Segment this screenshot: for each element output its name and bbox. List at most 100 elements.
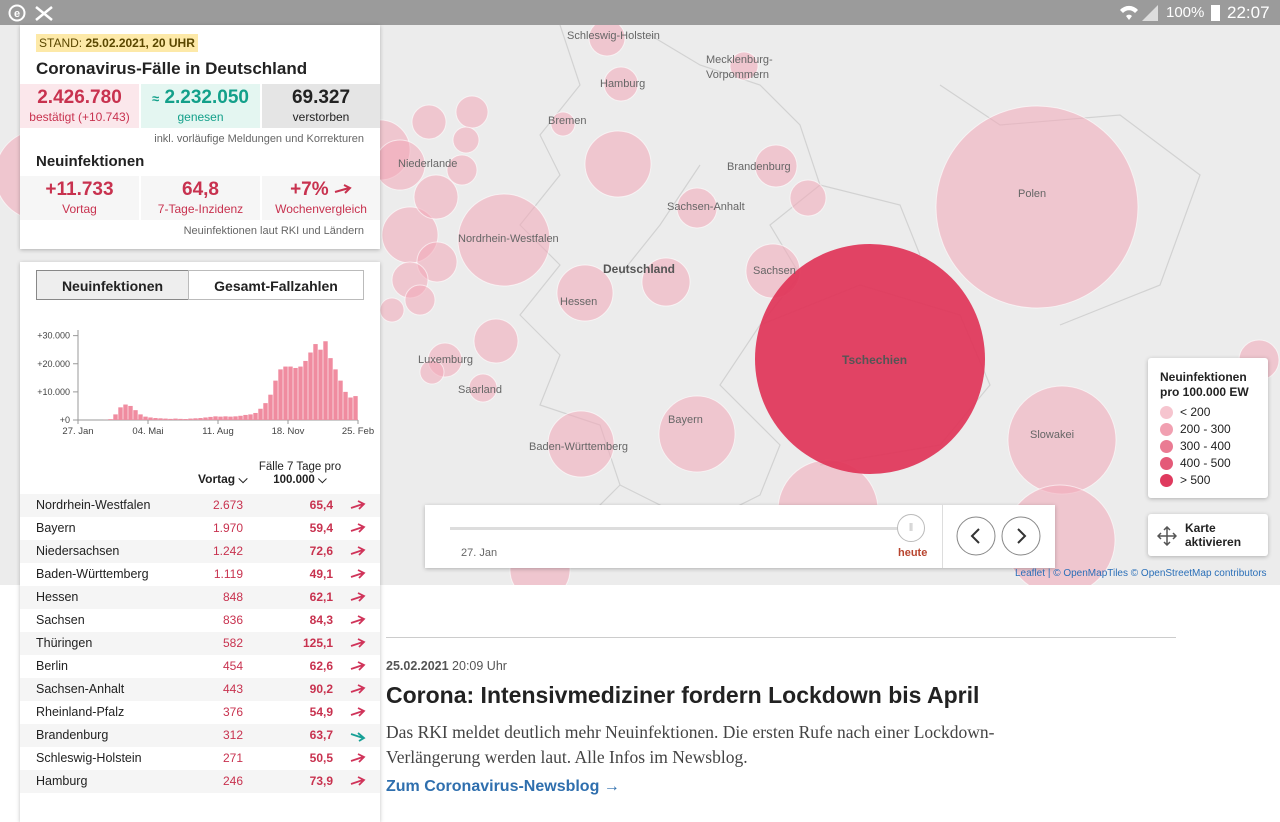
bar — [208, 417, 212, 420]
stat-prefix: ≈ — [152, 91, 159, 106]
state-vortag: 848 — [223, 586, 243, 609]
state-incidence: 62,6 — [310, 655, 333, 678]
new-title: Neuinfektionen — [36, 153, 144, 170]
prev-button[interactable] — [957, 517, 995, 555]
case-circle — [585, 131, 651, 197]
bar — [283, 367, 287, 420]
bar — [328, 358, 332, 420]
new-note: Neuinfektionen laut RKI und Ländern — [184, 225, 364, 237]
article-link[interactable]: Zum Coronavirus-Newsblog → — [386, 778, 620, 796]
arrow-shape — [351, 501, 364, 509]
arrow-shape — [351, 754, 364, 762]
attribution-link[interactable]: Leaflet — [1015, 568, 1045, 579]
article-headline[interactable]: Corona: Intensivmediziner fordern Lockdo… — [386, 682, 979, 709]
map-label: Niederlande — [398, 158, 457, 170]
bar — [298, 367, 302, 420]
slider-end: heute — [898, 547, 927, 559]
legend-swatch — [1160, 457, 1173, 470]
article-teaser: Das RKI meldet deutlich mehr Neuinfektio… — [386, 720, 1086, 770]
bar — [178, 419, 182, 420]
tab-active[interactable]: Neuinfektionen — [36, 270, 189, 300]
state-incidence: 125,1 — [303, 632, 333, 655]
attribution: Leaflet | © OpenMapTiles © OpenStreetMap… — [1015, 568, 1267, 579]
bar — [338, 381, 342, 420]
new-label: Wochenvergleich — [262, 202, 380, 216]
battery-icon — [1211, 5, 1220, 21]
state-vortag: 246 — [223, 770, 243, 793]
state-incidence: 73,9 — [310, 770, 333, 793]
bar — [233, 416, 237, 420]
article-meta: 25.02.2021 20:09 Uhr — [386, 659, 507, 673]
time-slider-panel: ‖ 27. Jan heute — [425, 505, 1055, 568]
stat-label: verstorben — [262, 110, 380, 124]
legend-label: 300 - 400 — [1180, 439, 1231, 453]
header-text: 100.000 — [273, 474, 315, 486]
map-label: Polen — [1018, 188, 1046, 200]
state-vortag: 582 — [223, 632, 243, 655]
state-incidence: 59,4 — [310, 517, 333, 540]
new-stat: 64,8 7-Tage-Inzidenz — [141, 176, 260, 220]
move-icon — [1157, 526, 1177, 546]
bar — [113, 414, 117, 420]
arrow-shape — [351, 547, 364, 555]
state-vortag: 1.242 — [213, 540, 243, 563]
state-vortag: 376 — [223, 701, 243, 724]
map-label: Hessen — [560, 296, 597, 308]
status-bar: e 100% 22:07 — [0, 0, 1280, 25]
legend-swatch — [1160, 440, 1173, 453]
case-circle — [474, 319, 518, 363]
col-header-vortag[interactable]: Vortag ⌵ — [198, 472, 248, 487]
map-label: Saarland — [458, 384, 502, 396]
bar — [148, 417, 152, 420]
case-circle — [405, 285, 435, 315]
bar — [118, 407, 122, 420]
legend-swatch — [1160, 406, 1173, 419]
next-button[interactable] — [1002, 517, 1040, 555]
state-vortag: 271 — [223, 747, 243, 770]
bar — [303, 361, 307, 420]
bar — [188, 419, 192, 420]
state-name: Nordrhein-Westfalen — [36, 494, 150, 517]
arrow-shape — [351, 733, 364, 741]
arrow-shape — [351, 777, 364, 785]
bar — [288, 367, 292, 420]
state-name: Niedersachsen — [36, 540, 119, 563]
arrow-shape — [351, 570, 364, 578]
attribution-text[interactable]: | © OpenMapTiles © OpenStreetMap contrib… — [1048, 568, 1267, 579]
bar — [223, 416, 227, 420]
case-circle — [936, 106, 1138, 308]
trend-arrow — [350, 592, 366, 604]
trend-arrow — [350, 776, 366, 788]
bar — [333, 369, 337, 420]
state-incidence: 63,7 — [310, 724, 333, 747]
x-tick-label: 04. Mai — [132, 426, 163, 437]
bar — [273, 381, 277, 420]
bar — [108, 419, 112, 420]
nav-buttons — [955, 515, 1045, 557]
map-label: Hamburg — [600, 78, 645, 90]
new-value: +7% — [290, 179, 329, 200]
new-value: +11.733 — [20, 179, 139, 201]
map-label: Mecklenburg- — [706, 54, 773, 66]
state-name: Hamburg — [36, 770, 87, 793]
bar — [198, 418, 202, 420]
bar — [193, 418, 197, 420]
status-icons: e — [8, 4, 58, 22]
arrow-shape — [351, 639, 364, 647]
map-label: Brandenburg — [727, 161, 791, 173]
bar — [228, 417, 232, 420]
bar — [258, 409, 262, 420]
tab[interactable]: Gesamt-Fallzahlen — [188, 270, 364, 300]
map-label: Bayern — [668, 414, 703, 426]
slider-handle[interactable]: ‖ — [897, 514, 925, 542]
activate-map-button[interactable]: Karte aktivieren — [1148, 514, 1268, 556]
stat-value: 2.232.050 — [164, 87, 249, 108]
col-header-incidence[interactable]: Fälle 7 Tage pro 100.000 ⌵ — [245, 461, 355, 487]
bar — [268, 395, 272, 420]
